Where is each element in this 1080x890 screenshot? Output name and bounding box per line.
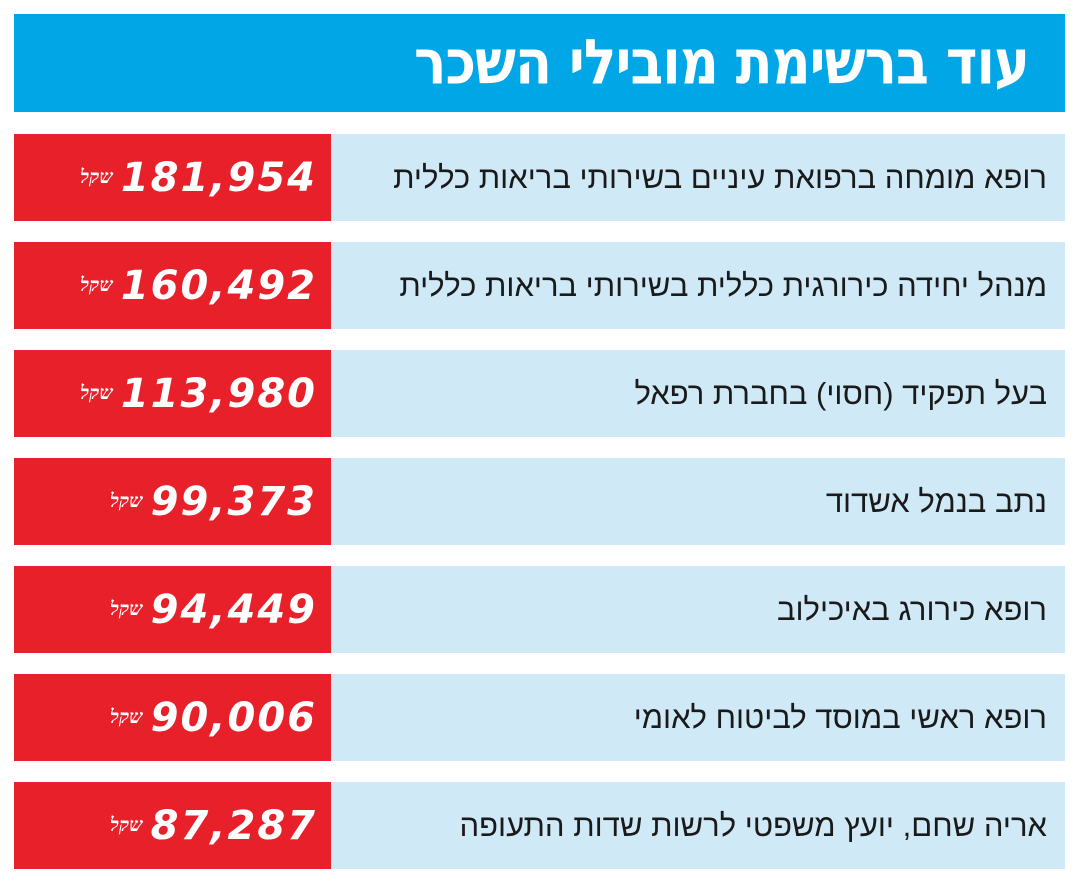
row-label: רופא כירורג באיכילוב [776,591,1047,627]
table-row: בעל תפקיד (חסוי) בחברת רפאל שקל 113,980 [14,350,1065,437]
row-value-cell: שקל 87,287 [14,782,331,869]
row-label: רופא ראשי במוסד לביטוח לאומי [633,699,1047,735]
salary-value: 113,980 [120,370,317,417]
row-label: אריה שחם, יועץ משפטי לרשות שדות התעופה [459,807,1047,843]
salary-table: רופא מומחה ברפואת עיניים בשירותי בריאות … [14,134,1065,890]
page-title: עוד ברשימת מובילי השכר [413,26,1030,99]
row-label-cell: רופא מומחה ברפואת עיניים בשירותי בריאות … [331,134,1065,221]
salary-value: 160,492 [120,262,317,309]
row-label-cell: נתב בנמל אשדוד [331,458,1065,545]
row-label-cell: רופא ראשי במוסד לביטוח לאומי [331,674,1065,761]
row-label-cell: רופא כירורג באיכילוב [331,566,1065,653]
salary-value: 94,449 [150,586,317,633]
row-label: בעל תפקיד (חסוי) בחברת רפאל [634,375,1047,411]
table-row: נתב בנמל אשדוד שקל 99,373 [14,458,1065,545]
salary-value: 99,373 [150,478,317,525]
currency-unit: שקל [110,814,143,836]
row-label-cell: בעל תפקיד (חסוי) בחברת רפאל [331,350,1065,437]
salary-value: 87,287 [150,802,317,849]
row-label-cell: מנהל יחידה כירורגית כללית בשירותי בריאות… [331,242,1065,329]
table-row: מנהל יחידה כירורגית כללית בשירותי בריאות… [14,242,1065,329]
row-value-cell: שקל 160,492 [14,242,331,329]
table-row: רופא ראשי במוסד לביטוח לאומי שקל 90,006 [14,674,1065,761]
row-label-cell: אריה שחם, יועץ משפטי לרשות שדות התעופה [331,782,1065,869]
row-value-cell: שקל 90,006 [14,674,331,761]
currency-unit: שקל [80,166,113,188]
currency-unit: שקל [80,382,113,404]
table-row: אריה שחם, יועץ משפטי לרשות שדות התעופה ש… [14,782,1065,869]
row-value-cell: שקל 94,449 [14,566,331,653]
salary-value: 90,006 [150,694,317,741]
table-row: רופא מומחה ברפואת עיניים בשירותי בריאות … [14,134,1065,221]
row-label: מנהל יחידה כירורגית כללית בשירותי בריאות… [399,267,1047,303]
row-value-cell: שקל 99,373 [14,458,331,545]
currency-unit: שקל [80,274,113,296]
currency-unit: שקל [110,598,143,620]
row-value-cell: שקל 181,954 [14,134,331,221]
currency-unit: שקל [110,706,143,728]
header-banner: עוד ברשימת מובילי השכר [14,14,1065,112]
currency-unit: שקל [110,490,143,512]
row-label: נתב בנמל אשדוד [825,483,1047,519]
table-row: רופא כירורג באיכילוב שקל 94,449 [14,566,1065,653]
row-label: רופא מומחה ברפואת עיניים בשירותי בריאות … [393,159,1047,195]
row-value-cell: שקל 113,980 [14,350,331,437]
salary-value: 181,954 [120,154,317,201]
